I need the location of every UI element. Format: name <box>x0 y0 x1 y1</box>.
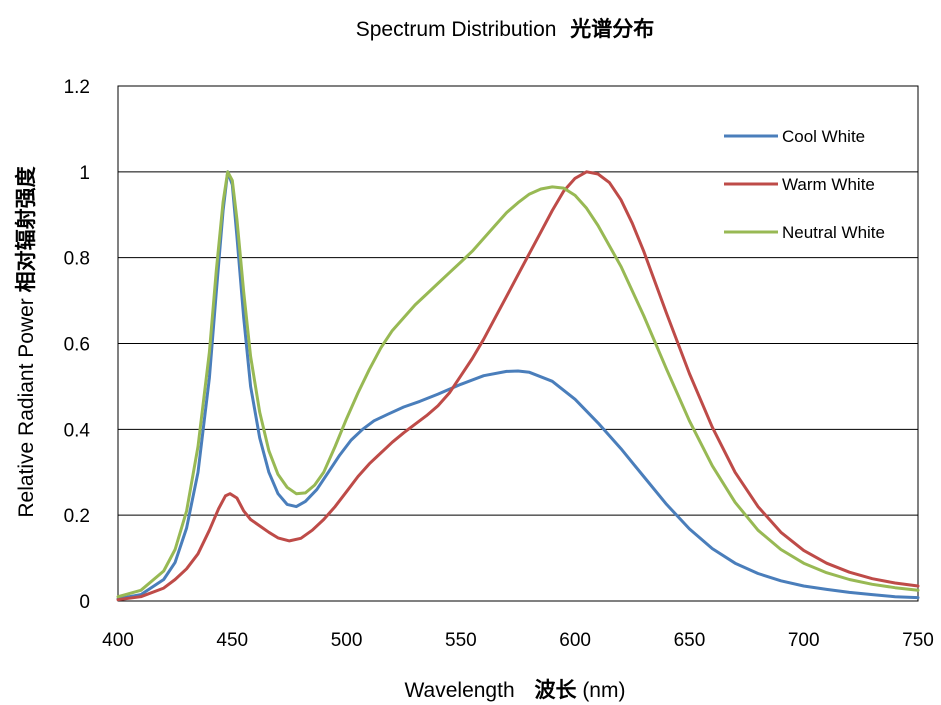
legend-label-2: Neutral White <box>782 223 885 242</box>
svg-text:Wavelength 波长 (nm): Wavelength 波长 (nm) <box>405 678 626 702</box>
y-tick-label: 1.2 <box>64 77 90 98</box>
chart-title-cn: 光谱分布 <box>569 17 654 41</box>
y-tick-label: 0.2 <box>64 506 90 527</box>
x-tick-label: 550 <box>445 630 477 651</box>
series-lines <box>116 170 920 602</box>
y-tick-label: 1 <box>79 163 90 184</box>
legend: Cool White Warm White Neutral White <box>724 127 885 242</box>
x-tick-label: 750 <box>902 630 934 651</box>
chart-title: Spectrum Distribution 光谱分布 <box>356 17 655 41</box>
x-tick-label: 600 <box>559 630 591 651</box>
y-tick-label: 0 <box>79 592 90 613</box>
x-tick-label: 650 <box>674 630 706 651</box>
svg-text:Spectrum Distribution 光谱: Spectrum Distribution 光谱分布 <box>356 17 655 41</box>
x-tick-label: 450 <box>216 630 248 651</box>
y-tick-label: 0.8 <box>64 249 90 270</box>
series-line-neutral-white <box>116 170 920 599</box>
y-axis-title-cn: 相对辐射强度 <box>14 166 38 292</box>
chart-title-en: Spectrum Distribution <box>356 18 557 41</box>
y-tick-label: 0.4 <box>64 420 91 441</box>
x-tick-label: 400 <box>102 630 134 651</box>
y-axis-title-en: Relative Radiant Power <box>15 298 38 517</box>
x-axis-title-cn: 波长 <box>534 678 577 702</box>
x-axis-title: Wavelength 波长 (nm) <box>405 678 626 702</box>
x-tick-label: 500 <box>331 630 363 651</box>
horizontal-gridlines <box>118 85 918 602</box>
y-axis-title: Relative Radiant Power 相对辐射强度 <box>14 166 38 517</box>
x-axis-title-en: Wavelength <box>405 679 515 702</box>
y-tick-label: 0.6 <box>64 335 90 356</box>
x-axis-title-unit: (nm) <box>582 679 625 702</box>
legend-label-0: Cool White <box>782 127 865 146</box>
legend-label-1: Warm White <box>782 175 875 194</box>
plot-area-frame <box>117 85 919 602</box>
svg-text:Relative Radiant Power 相: Relative Radiant Power 相对辐射强度 <box>14 166 38 517</box>
series-line-warm-white <box>116 170 920 602</box>
y-axis-tick-labels: 0 0.2 0.4 0.6 0.8 1 1.2 <box>64 77 91 613</box>
x-axis-tick-labels: 400 450 500 550 600 650 700 750 <box>102 630 934 651</box>
x-tick-label: 700 <box>788 630 820 651</box>
